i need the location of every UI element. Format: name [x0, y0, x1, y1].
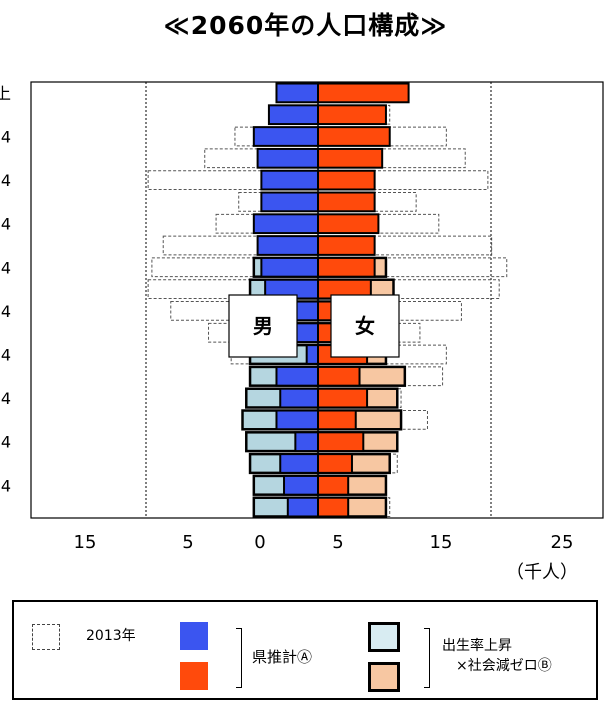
- bar-prefecture-male-bar: [252, 126, 319, 147]
- x-tick-label: 25: [551, 532, 574, 553]
- age-label: 74: [0, 476, 11, 495]
- bar-prefecture-male-bar: [294, 322, 320, 344]
- x-axis-tick-labels: 15 5 0 5 15 25: [74, 532, 574, 553]
- bar-prefecture-female-bar: [317, 453, 353, 474]
- chart-title: ≪2060年の人口構成≫: [163, 11, 448, 40]
- x-tick-label: 5: [182, 532, 193, 553]
- unit-label: （千人）: [506, 562, 578, 583]
- male-label: 男: [253, 314, 273, 338]
- male-label-box: 男: [228, 294, 298, 358]
- series-prefecture-bars: [252, 82, 410, 518]
- population-pyramid-chart: 上 84 74 64 54 44 34 24 14 74 15 5 0 5 15 25 （千人） 男 女: [0, 81, 604, 583]
- age-label: 64: [0, 215, 11, 234]
- bar-prefecture-female-bar: [317, 474, 350, 496]
- legend-brace-scenario: [424, 628, 430, 688]
- bar-prefecture-female-bar: [317, 256, 376, 278]
- age-label: 54: [0, 258, 11, 277]
- bar-prefecture-male-bar: [260, 256, 319, 278]
- bar-2013-male-bar: [162, 235, 319, 256]
- bar-prefecture-male-bar: [305, 344, 319, 365]
- x-tick-label: 15: [74, 532, 97, 553]
- bar-prefecture-male-bar: [283, 474, 319, 496]
- x-tick-label: 15: [430, 532, 453, 553]
- age-label: 14: [0, 433, 11, 452]
- bar-prefecture-male-bar: [294, 431, 320, 453]
- age-label: 74: [0, 171, 11, 190]
- bar-prefecture-male-bar: [279, 387, 319, 409]
- bar-prefecture-female-bar: [317, 147, 384, 169]
- legend-brace-prefecture: [236, 628, 242, 688]
- bar-prefecture-male-bar: [286, 496, 319, 518]
- x-tick-label: 0: [254, 532, 265, 553]
- legend-swatch-scenario-male: [368, 622, 400, 652]
- legend-swatch-prefecture-male: [180, 622, 208, 650]
- bar-prefecture-female-bar: [317, 387, 369, 409]
- bar-prefecture-female-bar: [317, 104, 387, 126]
- age-label: 34: [0, 346, 11, 365]
- legend-label-2013: 2013年: [86, 628, 136, 644]
- bar-prefecture-male-bar: [256, 235, 320, 256]
- grid-lines: [145, 82, 492, 518]
- bar-prefecture-male-bar: [252, 213, 319, 235]
- bar-prefecture-female-bar: [317, 431, 365, 453]
- age-label: 24: [0, 389, 11, 408]
- bar-prefecture-male-bar: [275, 365, 320, 387]
- legend-label-prefecture: 県推計Ⓐ: [252, 648, 313, 666]
- legend-label-scenario-line1: 出生率上昇: [442, 638, 512, 654]
- age-label: 上: [0, 84, 11, 103]
- age-axis-labels: 上 84 74 64 54 44 34 24 14 74: [0, 84, 11, 495]
- age-label: 84: [0, 128, 11, 147]
- bar-prefecture-male-bar: [279, 453, 319, 474]
- bar-prefecture-female-bar: [317, 235, 376, 256]
- legend-label-scenario-line2: ×社会減ゼロⒷ: [456, 658, 552, 674]
- plot-frame: [30, 81, 604, 519]
- bar-prefecture-female-bar: [317, 213, 380, 235]
- bar-prefecture-female-bar: [317, 169, 376, 191]
- bar-prefecture-female-bar: [317, 126, 391, 147]
- x-tick-label: 5: [332, 532, 343, 553]
- bar-prefecture-male-bar: [275, 409, 320, 431]
- legend-swatch-2013: [32, 624, 60, 650]
- legend: 2013年 県推計Ⓐ 出生率上昇 ×社会減ゼロⒷ: [12, 600, 598, 700]
- bar-prefecture-male-bar: [275, 82, 320, 104]
- age-label: 44: [0, 302, 11, 321]
- bar-prefecture-female-bar: [317, 365, 361, 387]
- bar-prefecture-male-bar: [260, 169, 319, 191]
- legend-swatch-prefecture-female: [180, 662, 208, 690]
- female-label: 女: [355, 314, 375, 338]
- bar-prefecture-female-bar: [317, 191, 376, 213]
- bar-prefecture-male-bar: [256, 147, 320, 169]
- bar-2013-male-bar: [147, 279, 319, 299]
- legend-swatch-scenario-female: [368, 662, 400, 692]
- bar-prefecture-female-bar: [317, 82, 410, 104]
- bar-prefecture-male-bar: [267, 104, 319, 126]
- bar-prefecture-female-bar: [317, 409, 357, 431]
- female-label-box: 女: [330, 294, 400, 358]
- bar-prefecture-male-bar: [260, 191, 319, 213]
- bar-prefecture-female-bar: [317, 496, 350, 518]
- bar-2013-male-bar: [147, 170, 319, 190]
